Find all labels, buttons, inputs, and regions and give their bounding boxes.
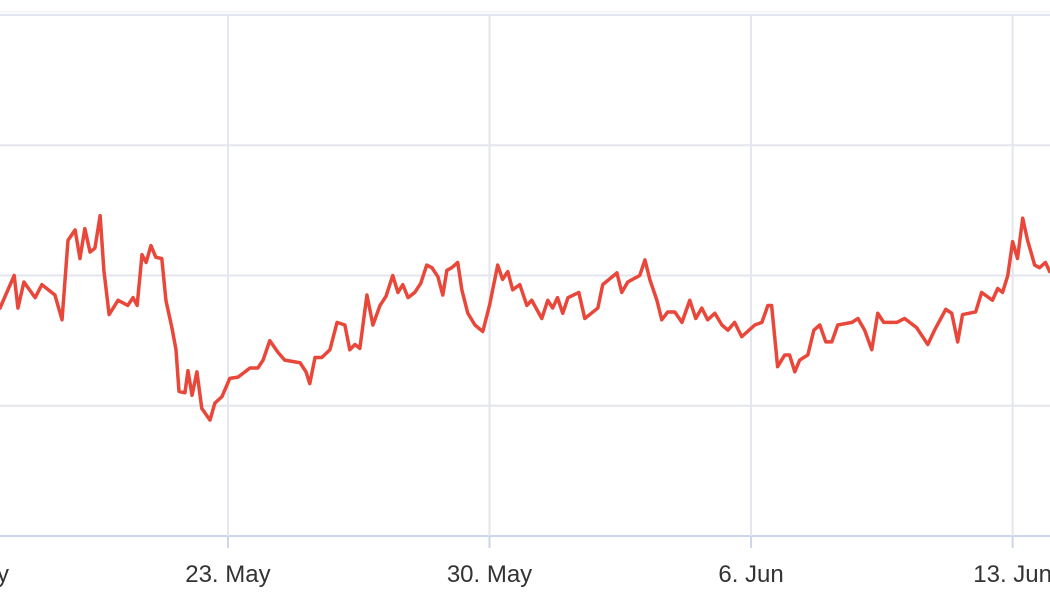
x-tick-label: 13. Jun: [973, 561, 1050, 588]
x-tick-label: 30. May: [447, 561, 532, 588]
series-line: [0, 213, 1050, 422]
x-tick-label: 6. Jun: [718, 561, 783, 588]
x-tick-label: 23. May: [185, 561, 270, 588]
x-tick-label: 16. May: [0, 561, 9, 588]
